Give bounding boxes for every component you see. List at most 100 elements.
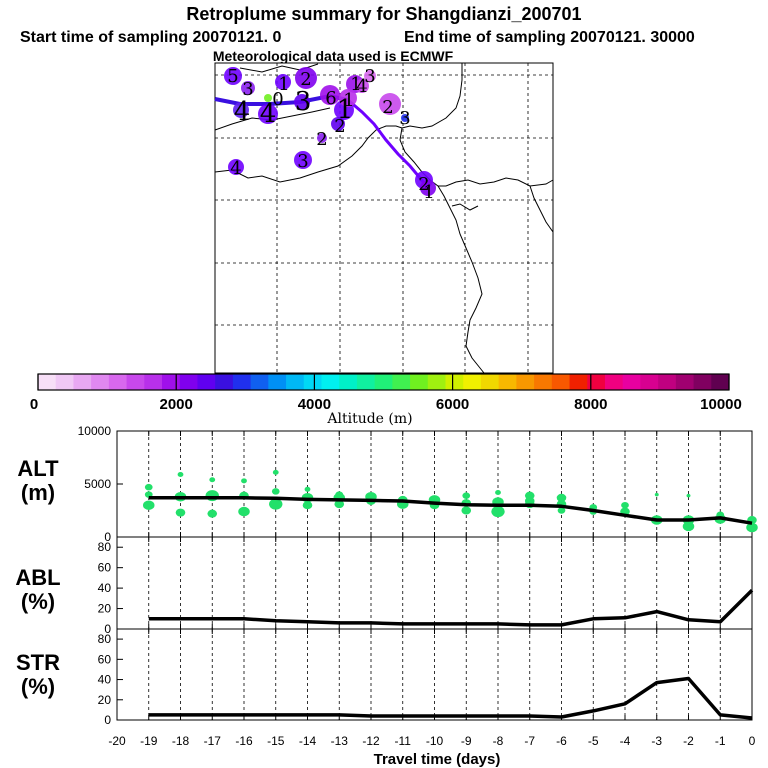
- colorbar-swatch: [711, 374, 730, 390]
- map-cluster-label: 2: [316, 129, 327, 150]
- colorbar-tick-label: 10000: [700, 396, 742, 413]
- border-line: [401, 63, 463, 129]
- colorbar-swatch: [516, 374, 535, 390]
- colorbar-swatch: [622, 374, 641, 390]
- y-tick-label: 20: [98, 693, 112, 707]
- alt-cluster-dot: [143, 500, 155, 510]
- colorbar-swatch: [286, 374, 305, 390]
- map-cluster-label: 2: [300, 69, 311, 90]
- alt-unit: (m): [21, 480, 55, 505]
- y-tick-label: 5000: [84, 477, 111, 491]
- alt-cluster-dot: [241, 478, 247, 484]
- x-tick-label: -4: [620, 734, 631, 748]
- colorbar-swatch: [551, 374, 571, 390]
- colorbar-swatch: [250, 374, 269, 390]
- map-cluster-label: 2: [382, 97, 393, 118]
- colorbar-swatch: [55, 374, 74, 390]
- y-tick-label: 0: [104, 530, 111, 544]
- colorbar-swatch: [569, 374, 588, 390]
- colorbar-label: Altitude (m): [326, 411, 412, 427]
- map-cluster-dot: [420, 180, 436, 196]
- x-tick-label: -6: [556, 734, 567, 748]
- colorbar-swatch: [144, 374, 163, 390]
- colorbar-tick-label: 6000: [436, 396, 469, 413]
- map-cluster-label: 1: [278, 74, 289, 95]
- map-cluster-label: 5: [227, 66, 238, 87]
- x-tick-label: -17: [204, 734, 222, 748]
- colorbar-swatch: [587, 374, 606, 390]
- colorbar: 0 2000 4000 6000 8000 10000: [30, 373, 742, 413]
- map-cluster-dot: [379, 93, 401, 115]
- alt-cluster-dot: [207, 509, 218, 518]
- coast-line: [437, 185, 485, 374]
- x-tick-label: -16: [235, 734, 253, 748]
- x-tick-label: -13: [331, 734, 349, 748]
- y-tick-label: 60: [98, 652, 112, 666]
- y-tick-label: 40: [98, 673, 112, 687]
- colorbar-swatch: [427, 374, 447, 390]
- alt-cluster-dot: [302, 501, 313, 510]
- alt-cluster-dot: [495, 489, 501, 495]
- colorbar-swatch: [91, 374, 110, 390]
- x-tick-label: -2: [683, 734, 694, 748]
- colorbar-swatch: [197, 374, 216, 390]
- str-label: STR: [16, 650, 60, 675]
- colorbar-swatch: [374, 374, 393, 390]
- map-cluster-dot: [320, 85, 340, 105]
- alt-panel: 0 5000 10000: [78, 424, 758, 544]
- y-tick-label: 10000: [78, 424, 112, 438]
- map-cluster-dot: [331, 117, 345, 131]
- y-tick-label: 0: [104, 713, 111, 727]
- map-cluster-label: 3: [297, 151, 308, 172]
- alt-cluster-dot: [238, 506, 250, 517]
- colorbar-swatch: [640, 374, 659, 390]
- map-cluster-dot: [401, 114, 409, 122]
- subtitle-end: End time of sampling 20070121. 30000: [404, 29, 695, 46]
- colorbar-tick-label: 0: [30, 396, 38, 413]
- y-tick-label: 60: [98, 561, 112, 575]
- alt-cluster-dot: [746, 522, 758, 533]
- alt-cluster-dot: [491, 506, 505, 518]
- alt-cluster-dot: [304, 486, 311, 492]
- met-data-line: Meteorological data used is ECMWF: [213, 48, 454, 64]
- map-cluster-label: 2: [334, 116, 345, 137]
- alt-cluster-dot: [175, 508, 186, 517]
- alt-cluster-dot: [144, 483, 153, 491]
- map-cluster-dot: [355, 79, 369, 93]
- x-tick-label: -5: [588, 734, 599, 748]
- alt-cluster-dot: [682, 521, 695, 532]
- map-cluster-label: 3: [364, 66, 375, 87]
- colorbar-swatch: [215, 374, 234, 390]
- alt-cluster-dot: [334, 500, 345, 509]
- map-cluster-label: 2: [418, 174, 429, 195]
- alt-cluster-dot: [462, 492, 471, 499]
- map-cluster-label: 3: [295, 87, 312, 117]
- alt-cluster-dot: [177, 471, 184, 477]
- x-tick-label: -9: [461, 734, 472, 748]
- colorbar-swatch: [356, 374, 376, 390]
- colorbar-swatch: [126, 374, 145, 390]
- alt-label: ALT: [17, 456, 59, 481]
- y-tick-label: 20: [98, 602, 112, 616]
- colorbar-swatch: [321, 374, 340, 390]
- map-cluster-dot: [339, 89, 357, 107]
- x-axis-label: Travel time (days): [374, 751, 501, 768]
- chart-title: Retroplume summary for Shangdianzi_20070…: [186, 4, 581, 24]
- alt-series-line: [148, 496, 753, 525]
- y-tick-label: 80: [98, 540, 112, 554]
- colorbar-swatch: [303, 374, 322, 390]
- colorbar-swatch: [604, 374, 624, 390]
- x-tick-labels: -20 -19 -18 -17 -16 -15 -14 -13 -12 -11 -10 -9 -8 -7-…: [108, 734, 755, 748]
- str-panel: 0 20 40 60 80: [98, 628, 753, 727]
- alt-cluster-dot: [272, 469, 279, 475]
- alt-cluster-dot: [209, 477, 216, 483]
- map-borders: [214, 63, 554, 374]
- map-cluster-dot: [364, 70, 376, 82]
- map-cluster-label: 3: [399, 108, 410, 129]
- abl-label: ABL: [15, 565, 60, 590]
- map-grid: [215, 63, 553, 373]
- colorbar-swatch: [658, 374, 677, 390]
- map-cluster-dot: [264, 94, 272, 102]
